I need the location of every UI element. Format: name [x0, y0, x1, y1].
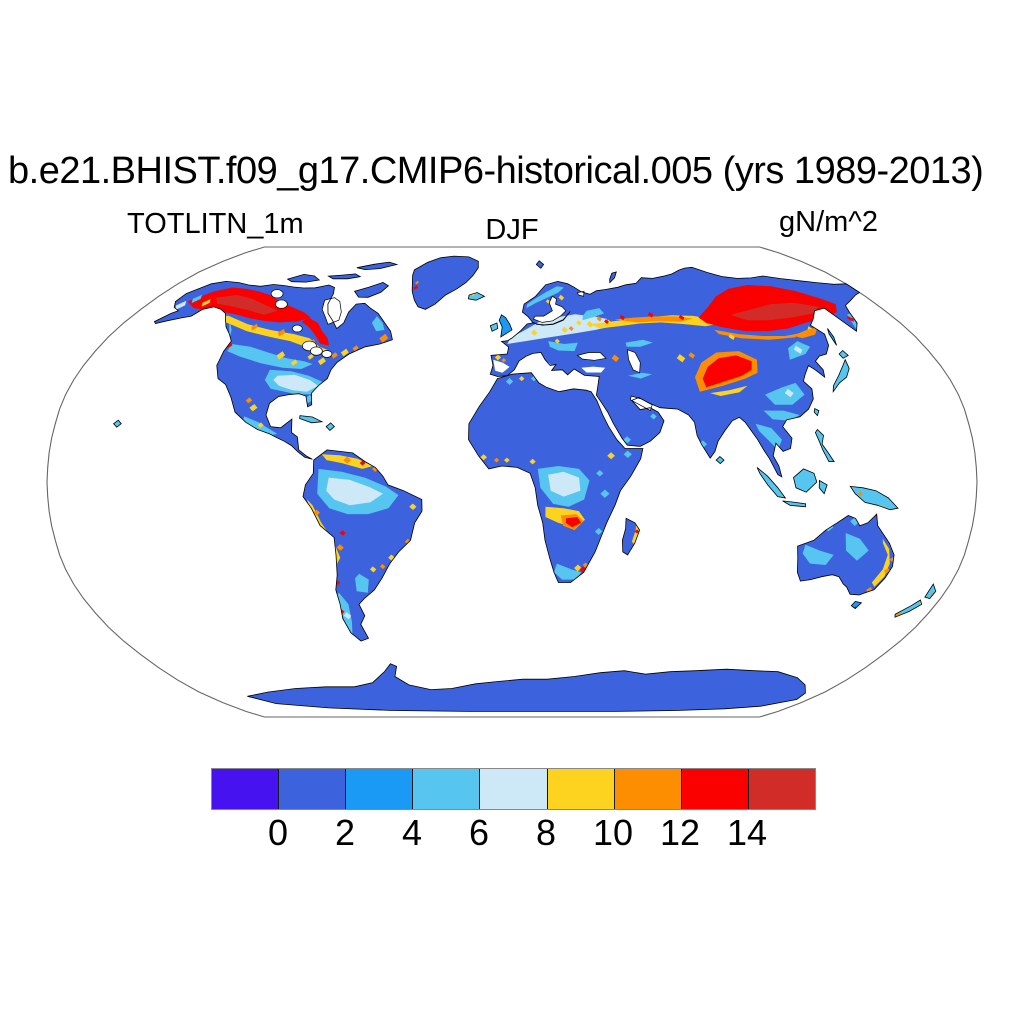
colorbar-cell: [212, 769, 279, 809]
colorbar-cell: [613, 769, 681, 809]
colorbar-tick: 2: [334, 812, 356, 853]
colorbar-cell: [345, 769, 413, 809]
colorbar-tick: 8: [535, 812, 557, 853]
lakes: [270, 289, 653, 412]
plot-title: b.e21.BHIST.f09_g17.CMIP6-historical.005…: [8, 150, 984, 192]
variable-label: TOTLITN_1m: [127, 208, 304, 240]
colorbar-cell: [412, 769, 480, 809]
season-label: DJF: [485, 214, 539, 246]
colorbar-cell: [278, 769, 346, 809]
colorbar-tick: 10: [592, 812, 634, 853]
coastlines: [113, 255, 937, 712]
colorbar-tick: 12: [659, 812, 701, 853]
colorbar-cell: [546, 769, 614, 809]
colorbar: [211, 768, 816, 810]
colorbar-cell: [479, 769, 547, 809]
data-cells: [174, 280, 936, 636]
colorbar-cell: [747, 769, 815, 809]
units-label: gN/m^2: [779, 206, 879, 238]
colorbar-tick: 4: [401, 812, 423, 853]
colorbar-cell: [680, 769, 748, 809]
colorbar-tick: 0: [267, 812, 289, 853]
colorbar-tick: 6: [468, 812, 490, 853]
colorbar-tick: 14: [726, 812, 768, 853]
world-map: [46, 246, 978, 718]
